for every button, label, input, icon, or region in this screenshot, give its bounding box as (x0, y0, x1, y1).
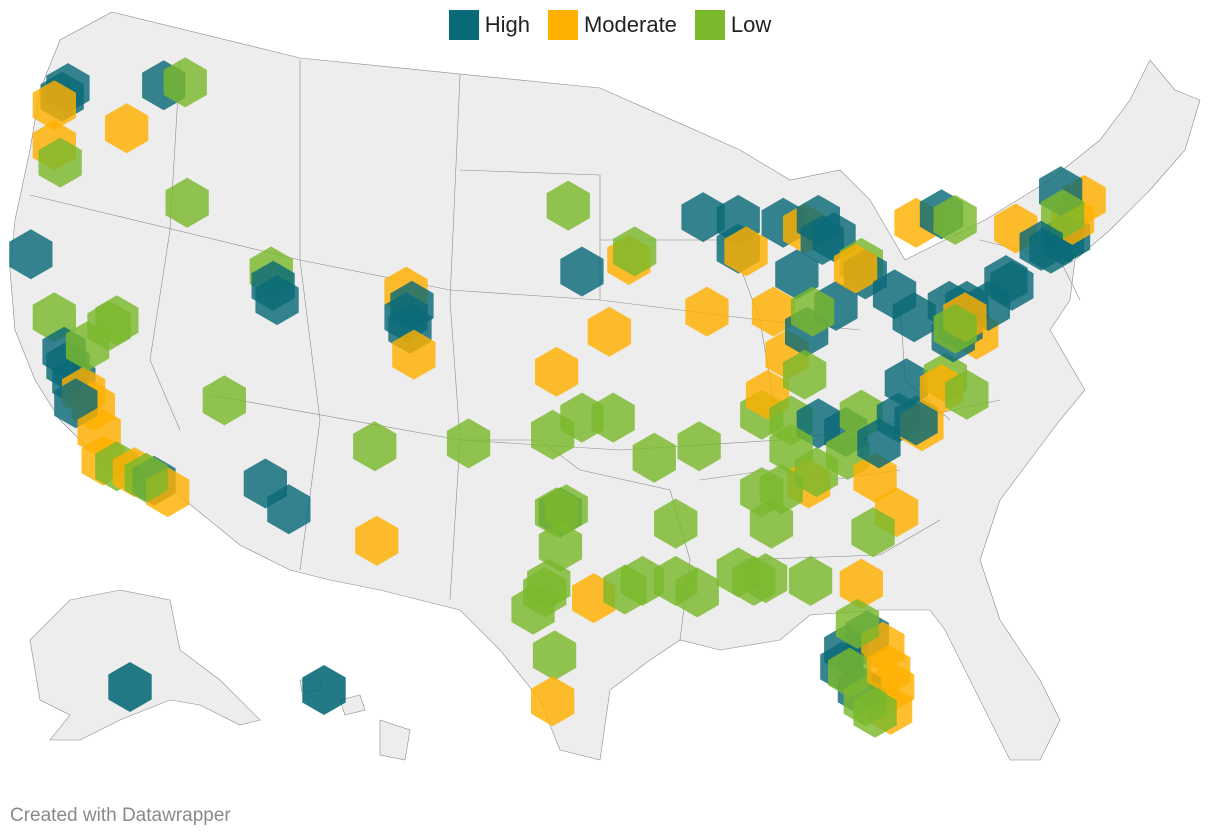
hex-marker-high[interactable] (560, 246, 604, 297)
alaska-landmass (29, 589, 261, 741)
hex-marker-low[interactable] (163, 57, 207, 108)
hex-marker-high[interactable] (894, 395, 938, 446)
hex-marker-moderate[interactable] (867, 644, 911, 695)
hex-marker-high[interactable] (892, 292, 936, 343)
hex-marker-low[interactable] (788, 555, 833, 606)
hex-marker-low[interactable] (851, 507, 895, 558)
hex-marker-low[interactable] (95, 295, 139, 346)
hex-marker-low[interactable] (511, 584, 555, 635)
hex-marker-moderate[interactable] (392, 329, 436, 380)
hex-marker-moderate[interactable] (32, 80, 76, 131)
hex-marker-low[interactable] (591, 392, 635, 443)
hex-marker-low[interactable] (677, 421, 721, 472)
hex-marker-high[interactable] (1019, 220, 1063, 271)
hex-marker-moderate[interactable] (751, 286, 796, 337)
hex-marker-high[interactable] (884, 358, 928, 409)
hex-marker-low[interactable] (538, 521, 583, 572)
hex-marker-low[interactable] (654, 498, 698, 549)
hex-marker-low[interactable] (532, 630, 577, 681)
hex-marker-low[interactable] (124, 452, 168, 503)
hex-marker-moderate[interactable] (724, 226, 768, 277)
hex-marker-moderate[interactable] (355, 515, 399, 566)
hex-marker-low[interactable] (933, 194, 977, 245)
hex-marker-low[interactable] (749, 498, 794, 549)
hex-marker-low[interactable] (544, 484, 588, 535)
legend-item-low[interactable]: Low (694, 10, 772, 40)
hex-marker-low[interactable] (620, 555, 665, 606)
hex-marker-low[interactable] (202, 375, 246, 426)
legend-label-low: Low (730, 12, 772, 37)
hex-marker-high[interactable] (255, 275, 299, 326)
legend-swatch-low (694, 10, 725, 40)
hex-marker-low[interactable] (38, 137, 82, 188)
legend: High Moderate Low (0, 10, 1220, 40)
hex-marker-low[interactable] (446, 418, 491, 469)
hex-marker-moderate[interactable] (839, 558, 883, 609)
hex-marker-alaska[interactable] (108, 662, 152, 712)
legend-item-moderate[interactable]: Moderate (547, 10, 677, 40)
hex-marker-low[interactable] (853, 687, 897, 738)
hex-marker-low[interactable] (165, 177, 209, 228)
hex-marker-high[interactable] (984, 255, 1028, 306)
hex-markers (9, 57, 1106, 738)
hex-marker-low[interactable] (835, 598, 880, 649)
hex-marker-high[interactable] (267, 484, 311, 535)
credit-text: Created with Datawrapper (10, 805, 231, 826)
hex-marker-low[interactable] (732, 555, 776, 606)
border-mountain-1 (299, 60, 321, 571)
hex-marker-moderate[interactable] (587, 306, 631, 357)
legend-label-high: High (484, 12, 530, 37)
hex-marker-low[interactable] (546, 180, 590, 231)
border-south-1 (739, 519, 941, 561)
border-west-2 (149, 59, 181, 431)
hex-marker-low[interactable] (1041, 189, 1085, 240)
hex-marker-low[interactable] (783, 349, 827, 400)
hex-marker-low[interactable] (632, 432, 676, 483)
contiguous-us-landmass (9, 11, 1201, 761)
land-layer (9, 11, 1201, 761)
hex-marker-hawaii[interactable] (302, 665, 346, 715)
hex-marker-moderate[interactable] (833, 243, 878, 294)
border-mountain-2 (449, 74, 461, 601)
hex-marker-low[interactable] (933, 303, 977, 354)
legend-item-high[interactable]: High (448, 10, 530, 40)
hex-marker-high[interactable] (681, 192, 725, 243)
legend-label-moderate: Moderate (583, 12, 677, 37)
hex-marker-moderate[interactable] (534, 346, 579, 397)
legend-swatch-moderate (547, 10, 578, 40)
hex-marker-moderate[interactable] (531, 676, 575, 727)
hex-marker-low[interactable] (945, 369, 989, 420)
hex-marker-low[interactable] (353, 421, 397, 472)
hex-marker-high[interactable] (775, 249, 819, 300)
hex-marker-moderate[interactable] (685, 286, 729, 337)
hex-marker-low[interactable] (613, 226, 657, 277)
hex-marker-moderate[interactable] (853, 452, 897, 503)
hex-marker-low[interactable] (790, 286, 835, 337)
hex-marker-moderate[interactable] (105, 103, 149, 154)
hex-marker-high[interactable] (796, 194, 840, 245)
hex-marker-high[interactable] (9, 229, 53, 280)
legend-swatch-high (448, 10, 479, 40)
hex-marker-low[interactable] (675, 567, 719, 618)
